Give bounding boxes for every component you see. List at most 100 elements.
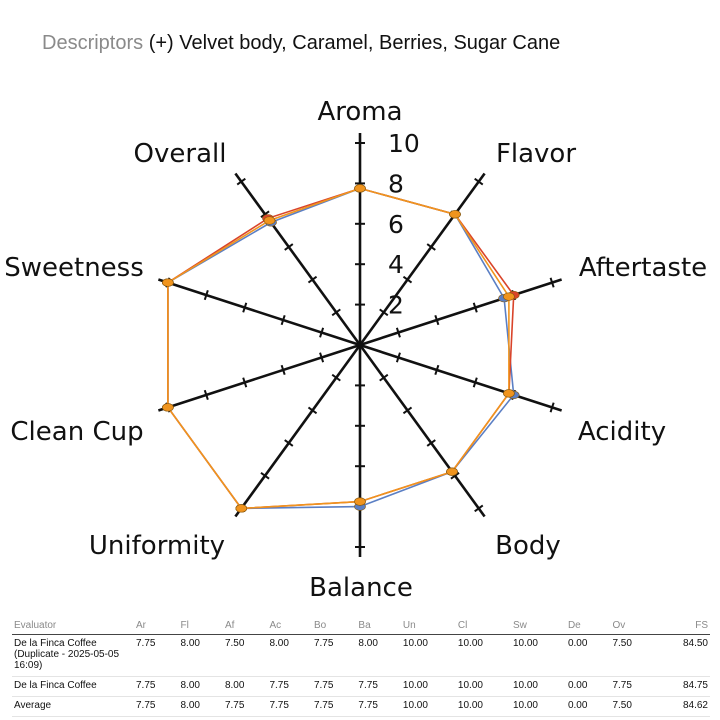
axis-label-sweetness: Sweetness (4, 253, 144, 283)
score-cell: 10.00 (510, 634, 566, 677)
scores-table: Evaluator Ar Fl Af Ac Bo Ba Un Cl Sw De Ov FS De la … (12, 616, 710, 717)
score-cell: 84.62 (654, 696, 710, 717)
axis-tick (284, 439, 294, 447)
series-2-point-aroma (354, 184, 366, 193)
axis-tick (331, 308, 341, 317)
axis-tick (474, 177, 484, 186)
axis-tick (379, 373, 389, 382)
axis-tick (319, 327, 325, 338)
evaluator-cell: De la Finca Coffee (Duplicate - 2025-05-… (12, 634, 134, 677)
axis-tick (549, 277, 555, 288)
score-cell: 8.00 (267, 634, 312, 677)
axis-tick (402, 275, 413, 284)
axis-tick (203, 389, 209, 401)
table-row: De la Finca Coffee (Duplicate - 2025-05-… (12, 634, 710, 677)
series-line-2 (167, 187, 510, 510)
score-cell: 7.75 (134, 696, 179, 717)
score-cell: 10.00 (400, 634, 456, 677)
score-cell: 7.75 (222, 696, 268, 717)
score-cell: 10.00 (510, 676, 566, 697)
score-cell: 7.75 (311, 676, 357, 697)
score-cell: 8.00 (178, 696, 223, 717)
score-cell: 0.00 (565, 676, 611, 697)
evaluator-cell: De la Finca Coffee (12, 676, 134, 697)
axis-label-body: Body (495, 531, 561, 561)
score-cell: 8.00 (222, 676, 268, 697)
column-header-ac: Ac (267, 616, 312, 635)
axis-tick (307, 275, 318, 284)
column-header-ov: Ov (610, 616, 655, 635)
series-2-point-flavor (449, 210, 461, 219)
axis-line-sweetness (157, 278, 361, 347)
score-cell: 7.75 (134, 634, 179, 677)
axis-label-acidity: Acidity (578, 417, 666, 447)
axis-line-overall (234, 172, 362, 346)
score-cell: 10.00 (455, 634, 511, 677)
descriptors-line: Descriptors (+) Velvet body, Caramel, Be… (42, 32, 560, 55)
axis-label-overall: Overall (134, 139, 227, 169)
axis-line-acidity (359, 343, 563, 412)
score-cell: 8.00 (356, 634, 401, 677)
series-2-point-sweetness (162, 278, 174, 287)
radar-axes (157, 133, 563, 557)
score-cell: 10.00 (455, 676, 511, 697)
series-2-point-acidity (503, 389, 515, 398)
column-header-de: De (565, 616, 611, 635)
axis-label-clean-cup: Clean Cup (10, 417, 143, 447)
column-header-un: Un (400, 616, 456, 635)
axis-tick (280, 314, 286, 326)
axis-tick (379, 308, 389, 317)
axis-line-flavor (358, 172, 486, 346)
series-2-point-overall (263, 216, 276, 225)
score-cell: 7.75 (267, 676, 312, 697)
axis-line-body (358, 344, 486, 518)
axis-tick (395, 352, 401, 363)
column-header-ar: Ar (134, 616, 179, 635)
radial-tick-label: 4 (388, 250, 404, 279)
series-2-point-aftertaste (503, 292, 515, 301)
axis-tick (319, 352, 325, 363)
score-cell: 7.75 (134, 676, 179, 697)
score-cell: 10.00 (455, 696, 511, 717)
axis-tick (284, 243, 294, 251)
column-header-sw: Sw (510, 616, 566, 635)
axis-tick (331, 373, 341, 382)
axis-label-balance: Balance (309, 573, 413, 603)
score-cell: 7.75 (610, 676, 655, 697)
series-2-point-balance (354, 497, 366, 506)
score-cell: 8.00 (178, 676, 223, 697)
column-header-evaluator: Evaluator (12, 616, 134, 635)
axis-tick (236, 177, 246, 186)
axis-tick (395, 327, 401, 338)
series-line-0 (167, 187, 515, 510)
evaluator-cell: Average (12, 696, 134, 717)
table-header-row: Evaluator Ar Fl Af Ac Bo Ba Un Cl Sw De Ov FS (12, 616, 710, 635)
axis-tick (280, 364, 286, 376)
score-cell: 7.75 (356, 696, 401, 717)
axis-tick (242, 377, 248, 388)
series-2-point-clean-cup (162, 403, 174, 412)
column-header-fl: Fl (178, 616, 223, 635)
axis-line-uniformity (234, 344, 362, 518)
column-header-cl: Cl (455, 616, 511, 635)
series-2-point-uniformity (235, 504, 248, 513)
score-cell: 7.50 (610, 634, 655, 677)
axis-tick (549, 402, 555, 413)
axis-tick (434, 314, 440, 326)
score-cell: 10.00 (400, 696, 456, 717)
descriptors-value: (+) Velvet body, Caramel, Berries, Sugar… (148, 32, 561, 54)
column-header-fs: FS (654, 616, 710, 635)
radial-tick-label: 2 (388, 291, 404, 320)
axis-tick (242, 302, 248, 313)
score-cell: 84.50 (654, 634, 710, 677)
axis-label-aroma: Aroma (317, 97, 402, 127)
column-header-ba: Ba (356, 616, 401, 635)
axis-tick (260, 471, 270, 480)
score-cell: 7.75 (356, 676, 401, 697)
column-header-af: Af (222, 616, 268, 635)
column-header-bo: Bo (311, 616, 357, 635)
axis-tick (402, 406, 413, 415)
axis-tick (426, 439, 436, 447)
axis-line-clean-cup (157, 343, 361, 412)
